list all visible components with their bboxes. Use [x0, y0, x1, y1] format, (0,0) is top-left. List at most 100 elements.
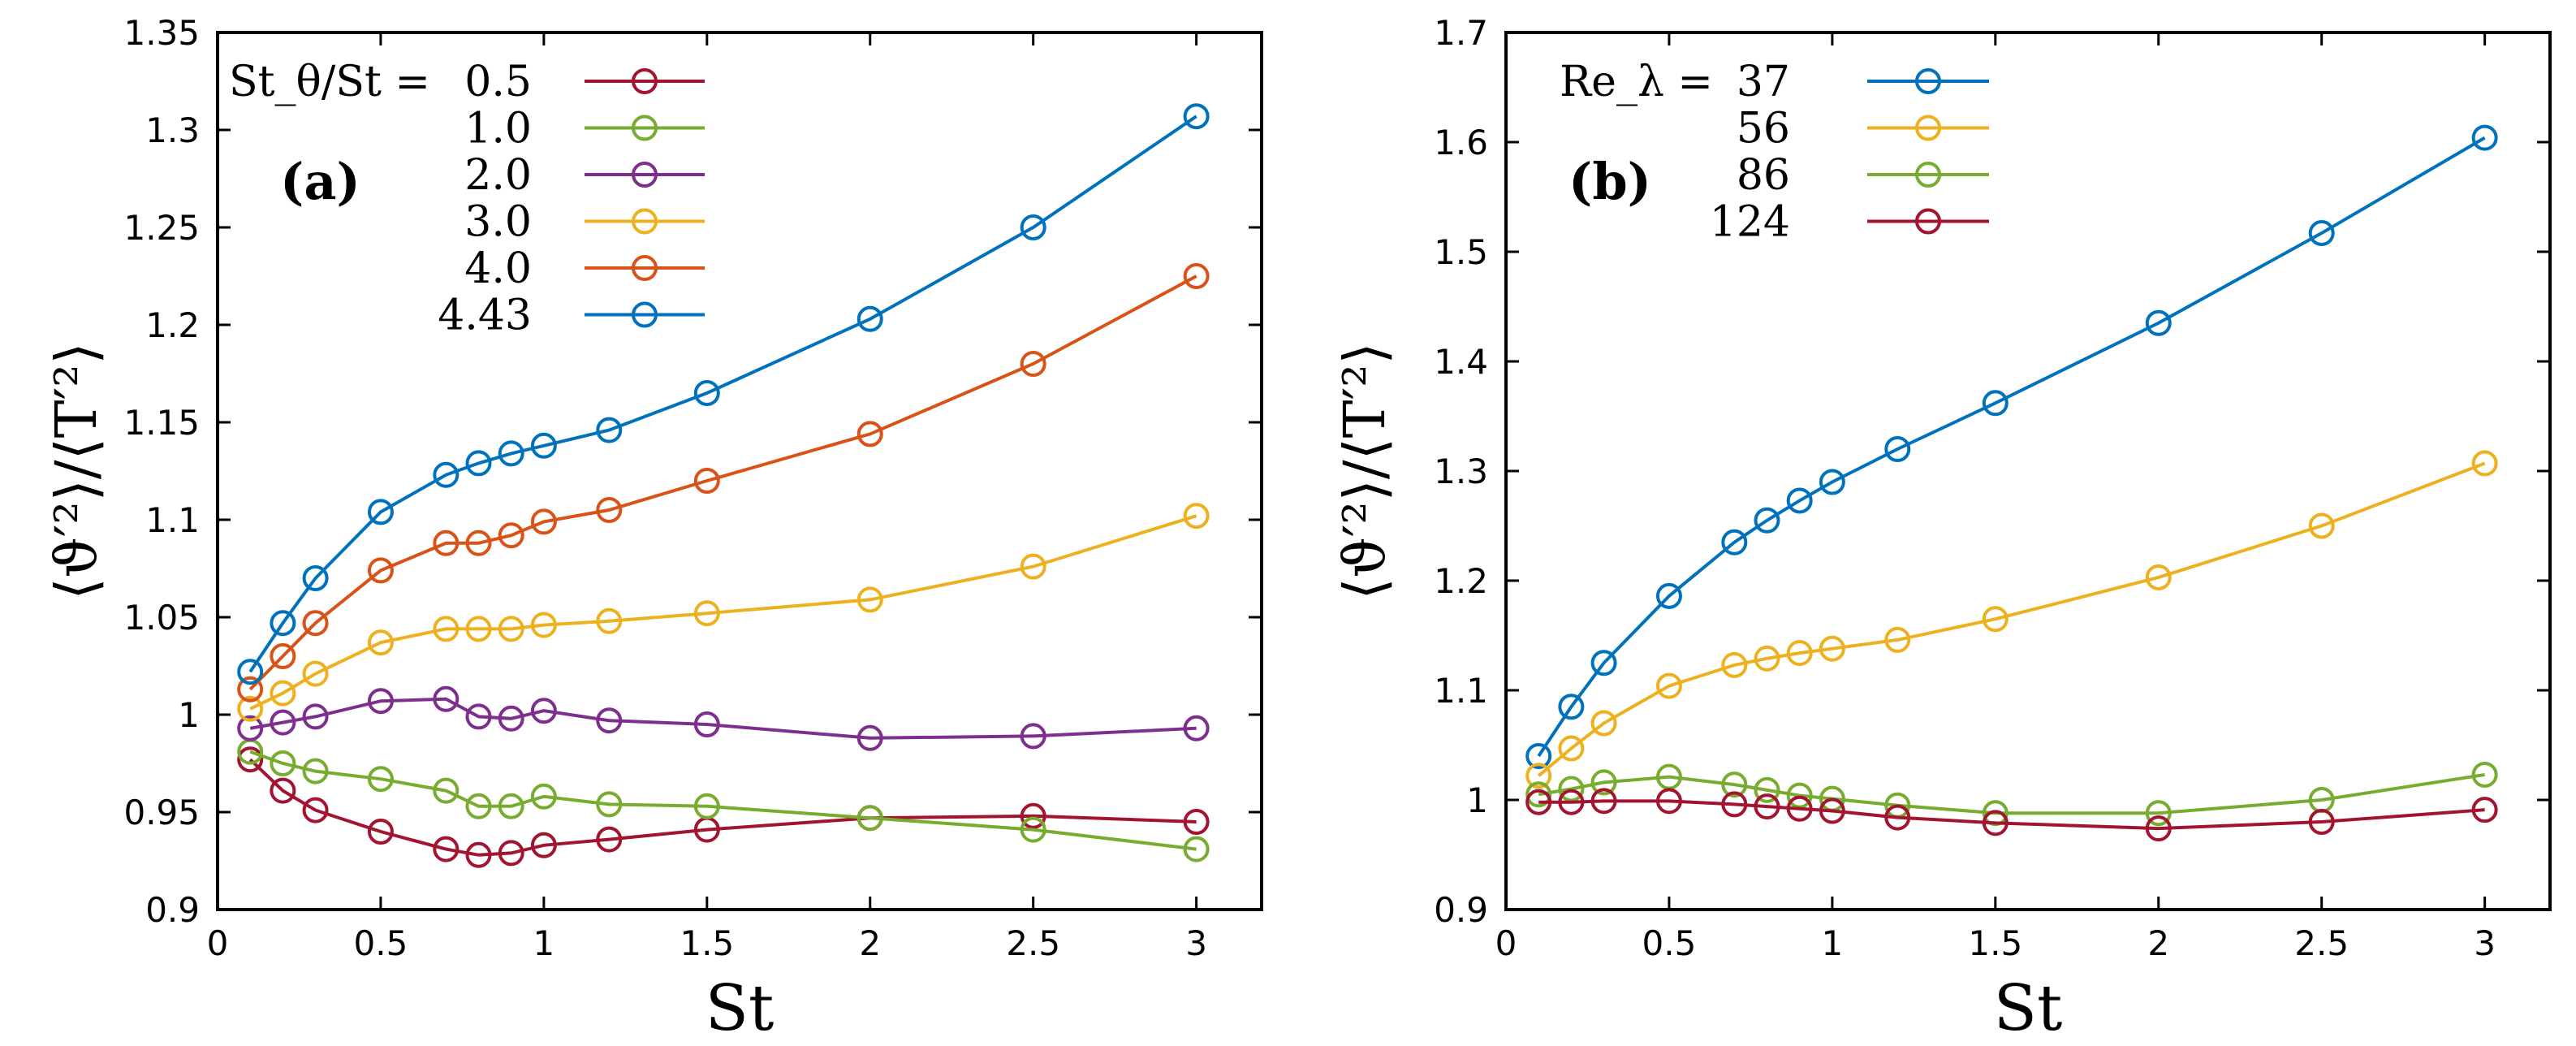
data-point [1754, 776, 1780, 803]
data-point [1020, 351, 1046, 377]
legend-marker [632, 115, 658, 141]
legend-marker [632, 301, 658, 328]
y-tick-label: 1.6 [1434, 123, 1488, 162]
data-point [530, 698, 557, 724]
data-point [498, 616, 524, 642]
data-point [1020, 802, 1046, 829]
legend-marker [1915, 162, 1941, 188]
data-point [693, 711, 720, 737]
y-tick-label: 1 [178, 695, 200, 735]
data-point [1721, 791, 1748, 818]
x-tick-label: 3 [1185, 923, 1207, 963]
data-point [367, 819, 394, 845]
y-tick-label: 1.05 [123, 598, 200, 638]
data-point [1819, 469, 1845, 495]
y-tick-label: 1.35 [123, 13, 200, 53]
legend-marker [1915, 68, 1941, 94]
data-point [367, 499, 394, 525]
data-point [1590, 710, 1617, 737]
legend-label: 56 [1737, 105, 1790, 153]
data-point [1183, 809, 1210, 835]
y-axis-label: ⟨ϑ′²⟩/⟨T′²⟩ [43, 342, 110, 599]
legend-label: 4.0 [464, 244, 532, 293]
data-point [433, 777, 460, 804]
series-line [1538, 799, 2485, 831]
data-point [2145, 800, 2172, 827]
data-point [237, 695, 264, 722]
series-2.0 [237, 685, 1210, 751]
y-tick-label: 0.9 [1434, 890, 1488, 930]
data-point [2308, 512, 2335, 539]
legend-label: 1.0 [464, 105, 532, 153]
legend-marker [632, 162, 658, 188]
y-axis-label: ⟨ϑ′²⟩/⟨T′²⟩ [1331, 342, 1398, 599]
data-point [270, 680, 296, 707]
y-tick-label: 0.95 [123, 793, 200, 832]
data-point [857, 805, 883, 832]
y-tick-label: 1.4 [1434, 342, 1488, 382]
data-point [1754, 645, 1780, 672]
data-point [465, 703, 492, 730]
data-point [367, 766, 394, 793]
data-point [1819, 797, 1845, 824]
data-point [857, 305, 883, 332]
data-point [1558, 694, 1585, 720]
legend-label: 0.5 [464, 58, 532, 106]
series-line [249, 697, 1197, 740]
data-point [465, 841, 492, 868]
data-point [302, 565, 329, 591]
data-point [1183, 503, 1210, 529]
data-point [1754, 507, 1780, 534]
data-point [1525, 763, 1552, 789]
data-point [1183, 103, 1210, 130]
data-point [1558, 789, 1585, 815]
series-line [249, 514, 1197, 711]
series-line [249, 750, 1197, 851]
data-point [596, 707, 623, 734]
data-point [2308, 220, 2335, 247]
x-tick-label: 2.5 [2294, 923, 2349, 963]
data-point [596, 497, 623, 523]
data-point [433, 461, 460, 488]
y-tick-label: 0.9 [145, 890, 200, 930]
y-tick-label: 1.2 [145, 305, 200, 345]
data-point [1982, 390, 2009, 417]
x-tick-label: 0 [1495, 923, 1517, 963]
data-point [1558, 735, 1585, 762]
panel-label: (a) [280, 152, 360, 211]
data-point [1020, 553, 1046, 580]
legend-label: 86 [1737, 151, 1790, 200]
series-124 [1525, 788, 2498, 842]
series-3.0 [237, 503, 1210, 722]
data-point [2145, 564, 2172, 590]
data-point [270, 643, 296, 669]
data-point [237, 746, 264, 773]
data-point [433, 529, 460, 556]
x-tick-label: 2.5 [1006, 923, 1060, 963]
data-point [596, 826, 623, 853]
x-axis-label: St [1994, 972, 2063, 1045]
y-tick-label: 1.1 [1434, 671, 1488, 711]
data-point [530, 612, 557, 638]
legend-marker [632, 208, 658, 235]
data-point [302, 660, 329, 687]
x-tick-label: 1 [1822, 923, 1844, 963]
data-point [237, 659, 264, 685]
plot-frame [216, 31, 1263, 911]
panel-label: (b) [1568, 152, 1651, 211]
data-point [1982, 606, 2009, 633]
series-4.0 [237, 263, 1210, 702]
data-point [693, 380, 720, 406]
data-point [1590, 788, 1617, 815]
legend-marker [1915, 208, 1941, 235]
legend-label: 3.0 [464, 198, 532, 247]
data-point [1655, 582, 1682, 609]
data-point [498, 793, 524, 819]
y-tick-label: 1.2 [1434, 561, 1488, 601]
data-point [498, 440, 524, 467]
data-point [1786, 487, 1813, 514]
data-point [530, 783, 557, 810]
data-point [1183, 715, 1210, 741]
legend-marker [1915, 115, 1941, 141]
